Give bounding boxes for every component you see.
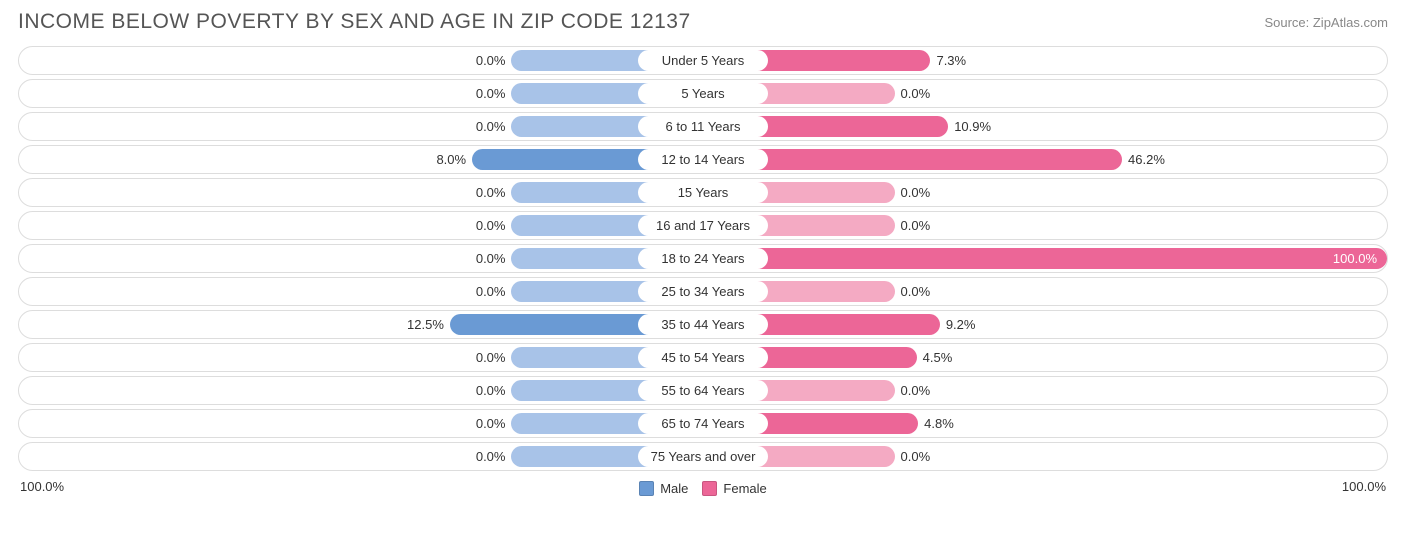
age-label: 35 to 44 Years: [638, 314, 768, 335]
chart-header: INCOME BELOW POVERTY BY SEX AND AGE IN Z…: [18, 10, 1388, 34]
female-pct: 0.0%: [895, 278, 937, 305]
male-pct: 0.0%: [470, 113, 512, 140]
age-label: 18 to 24 Years: [638, 248, 768, 269]
male-pct: 0.0%: [470, 278, 512, 305]
chart-row: 0.0% 0.0% 5 Years: [18, 79, 1388, 108]
chart-row: 0.0% 4.8% 65 to 74 Years: [18, 409, 1388, 438]
age-label: Under 5 Years: [638, 50, 768, 71]
chart-title: INCOME BELOW POVERTY BY SEX AND AGE IN Z…: [18, 10, 691, 34]
female-pct: 100.0%: [1327, 245, 1383, 272]
axis-max-right: 100.0%: [1342, 479, 1386, 494]
female-pct: 9.2%: [940, 311, 982, 338]
chart-container: INCOME BELOW POVERTY BY SEX AND AGE IN Z…: [0, 0, 1406, 505]
chart-row: 0.0% 0.0% 75 Years and over: [18, 442, 1388, 471]
legend-female-swatch: [702, 481, 717, 496]
female-pct: 4.5%: [917, 344, 959, 371]
chart-source: Source: ZipAtlas.com: [1264, 15, 1388, 30]
age-label: 12 to 14 Years: [638, 149, 768, 170]
male-pct: 0.0%: [470, 179, 512, 206]
chart-row: 0.0% 7.3% Under 5 Years: [18, 46, 1388, 75]
axis-max-left: 100.0%: [20, 479, 64, 494]
female-pct: 46.2%: [1122, 146, 1171, 173]
female-pct: 10.9%: [948, 113, 997, 140]
age-label: 45 to 54 Years: [638, 347, 768, 368]
chart-row: 0.0% 4.5% 45 to 54 Years: [18, 343, 1388, 372]
chart-row: 0.0% 10.9% 6 to 11 Years: [18, 112, 1388, 141]
legend-female: Female: [702, 481, 766, 496]
male-pct: 0.0%: [470, 80, 512, 107]
age-label: 6 to 11 Years: [638, 116, 768, 137]
male-pct: 8.0%: [430, 146, 472, 173]
female-pct: 0.0%: [895, 443, 937, 470]
age-label: 15 Years: [638, 182, 768, 203]
age-label: 25 to 34 Years: [638, 281, 768, 302]
male-pct: 0.0%: [470, 443, 512, 470]
female-pct: 0.0%: [895, 179, 937, 206]
male-pct: 0.0%: [470, 47, 512, 74]
legend-male-swatch: [639, 481, 654, 496]
legend-male-label: Male: [660, 481, 688, 496]
legend-female-label: Female: [723, 481, 766, 496]
age-label: 16 and 17 Years: [638, 215, 768, 236]
chart-row: 0.0% 100.0% 18 to 24 Years: [18, 244, 1388, 273]
male-pct: 0.0%: [470, 212, 512, 239]
chart-row: 12.5% 9.2% 35 to 44 Years: [18, 310, 1388, 339]
age-label: 65 to 74 Years: [638, 413, 768, 434]
male-pct: 12.5%: [401, 311, 450, 338]
female-pct: 4.8%: [918, 410, 960, 437]
female-pct: 0.0%: [895, 212, 937, 239]
chart-rows: 0.0%7.3%Under 5 Years0.0%0.0%5 Years0.0%…: [18, 46, 1388, 471]
male-pct: 0.0%: [470, 245, 512, 272]
legend-male: Male: [639, 481, 688, 496]
chart-row: 0.0% 0.0% 25 to 34 Years: [18, 277, 1388, 306]
chart-row: 0.0% 0.0% 55 to 64 Years: [18, 376, 1388, 405]
chart-row: 0.0% 0.0% 15 Years: [18, 178, 1388, 207]
chart-footer: 100.0% 100.0% Male Female: [18, 477, 1388, 499]
female-pct: 7.3%: [930, 47, 972, 74]
female-pct: 0.0%: [895, 377, 937, 404]
legend: Male Female: [18, 477, 1388, 499]
male-pct: 0.0%: [470, 344, 512, 371]
age-label: 5 Years: [638, 83, 768, 104]
male-pct: 0.0%: [470, 377, 512, 404]
age-label: 75 Years and over: [638, 446, 768, 467]
chart-row: 8.0% 46.2% 12 to 14 Years: [18, 145, 1388, 174]
chart-row: 0.0% 0.0% 16 and 17 Years: [18, 211, 1388, 240]
male-pct: 0.0%: [470, 410, 512, 437]
female-pct: 0.0%: [895, 80, 937, 107]
age-label: 55 to 64 Years: [638, 380, 768, 401]
